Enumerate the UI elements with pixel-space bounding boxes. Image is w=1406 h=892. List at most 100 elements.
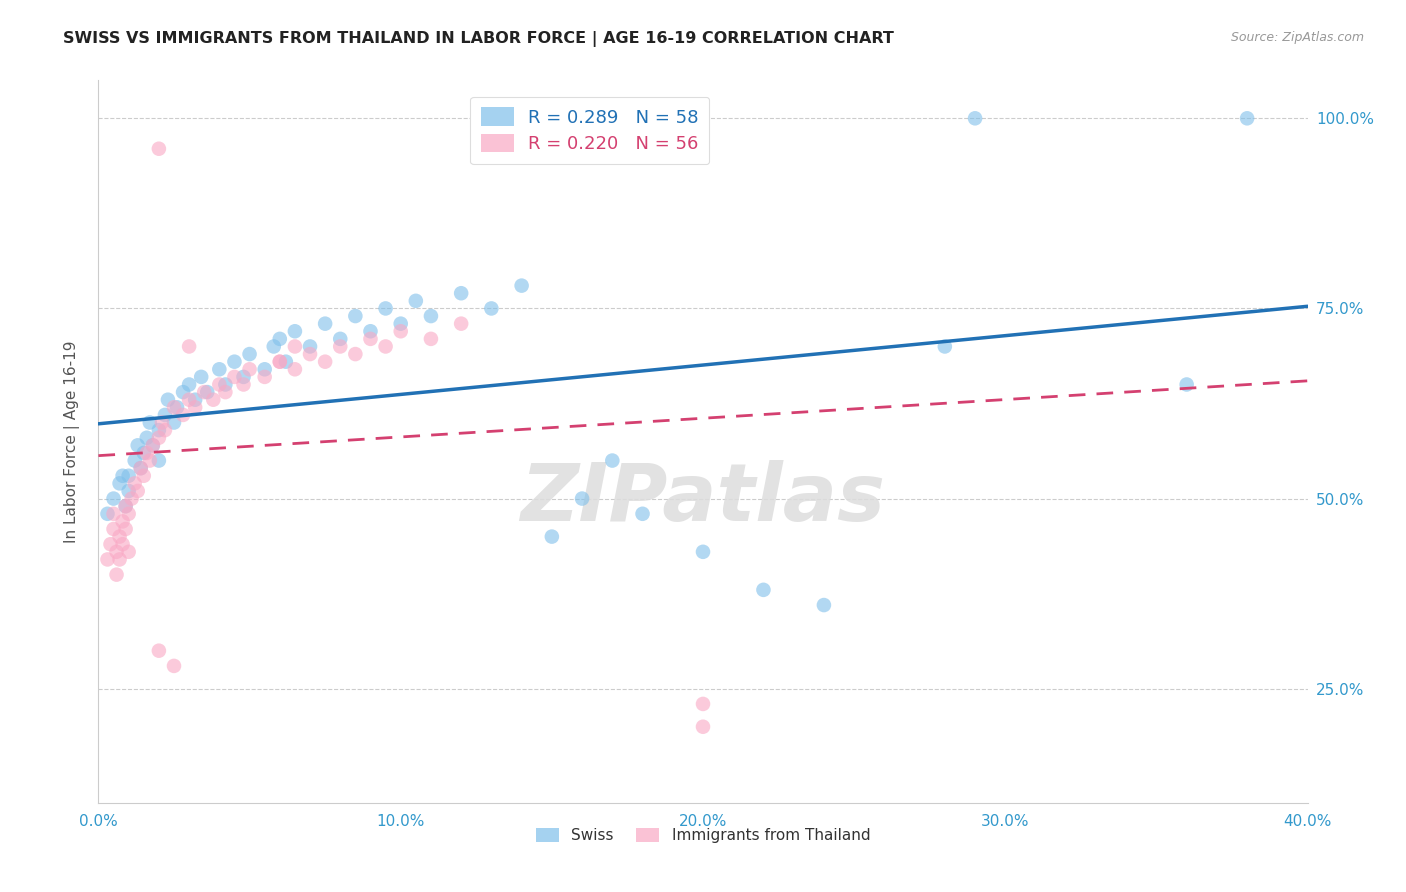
Point [253,370,276,384]
Point [329,332,352,346]
Point [96,552,118,566]
Point [965,112,987,126]
Point [274,354,297,368]
Legend: Swiss, Immigrants from Thailand: Swiss, Immigrants from Thailand [530,822,876,849]
Point [208,362,231,376]
Point [239,347,262,361]
Point [103,507,125,521]
Point [124,453,146,467]
Point [284,362,307,376]
Point [510,278,533,293]
Point [692,545,714,559]
Point [148,643,170,657]
Point [179,392,201,407]
Point [105,567,128,582]
Point [934,339,956,353]
Point [344,347,367,361]
Point [540,530,562,544]
Point [129,461,152,475]
Point [111,468,134,483]
Point [105,545,128,559]
Point [135,431,157,445]
Point [208,377,231,392]
Point [420,309,443,323]
Point [184,392,207,407]
Point [156,392,179,407]
Point [239,362,262,376]
Point [1175,377,1198,392]
Point [1236,112,1258,126]
Point [142,438,165,452]
Point [148,431,170,445]
Point [124,476,146,491]
Point [602,453,624,467]
Point [405,293,427,308]
Point [269,354,291,368]
Point [214,377,236,392]
Point [132,446,155,460]
Point [214,385,236,400]
Point [118,545,141,559]
Point [752,582,775,597]
Point [202,392,225,407]
Point [232,370,254,384]
Point [195,385,218,400]
Point [118,483,141,498]
Point [127,438,149,452]
Point [374,339,396,353]
Point [314,354,336,368]
Point [692,697,714,711]
Point [193,385,215,400]
Point [139,453,162,467]
Point [360,324,382,338]
Point [389,324,412,338]
Point [96,507,118,521]
Point [360,332,382,346]
Point [450,317,472,331]
Point [179,377,201,392]
Point [269,332,291,346]
Point [132,468,155,483]
Point [114,499,136,513]
Point [129,461,152,475]
Point [420,332,443,346]
Point [142,438,165,452]
Point [111,515,134,529]
Text: Source: ZipAtlas.com: Source: ZipAtlas.com [1230,31,1364,45]
Point [329,339,352,353]
Point [148,423,170,437]
Point [450,286,472,301]
Y-axis label: In Labor Force | Age 16-19: In Labor Force | Age 16-19 [63,340,80,543]
Point [253,362,276,376]
Point [284,339,307,353]
Point [108,530,131,544]
Point [163,416,186,430]
Point [111,537,134,551]
Text: ZIPatlas: ZIPatlas [520,460,886,539]
Point [190,370,212,384]
Point [100,537,122,551]
Point [263,339,285,353]
Point [571,491,593,506]
Point [374,301,396,316]
Point [299,339,322,353]
Point [148,142,170,156]
Point [232,377,254,392]
Point [224,370,246,384]
Point [148,453,170,467]
Point [150,416,173,430]
Point [389,317,412,331]
Point [269,354,291,368]
Point [114,499,136,513]
Point [114,522,136,536]
Point [692,720,714,734]
Point [108,552,131,566]
Point [118,468,141,483]
Point [121,491,143,506]
Point [118,507,141,521]
Point [631,507,654,521]
Point [299,347,322,361]
Point [172,385,194,400]
Point [314,317,336,331]
Point [153,408,176,422]
